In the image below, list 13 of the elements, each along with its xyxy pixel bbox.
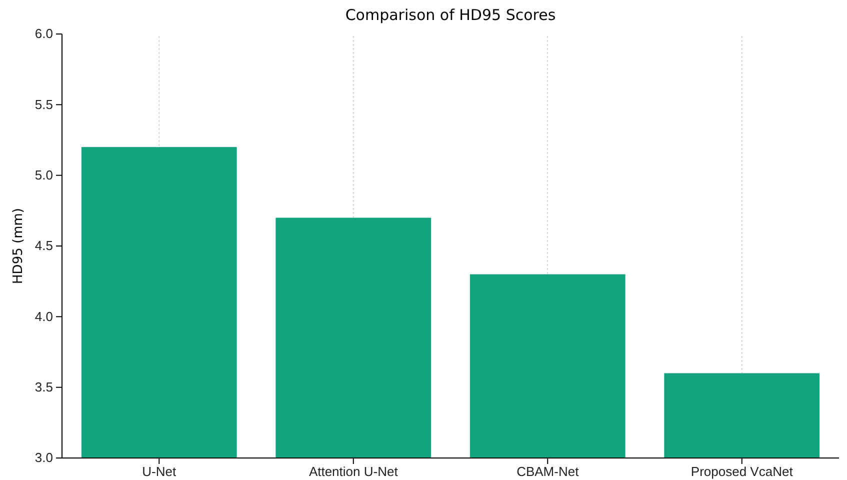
x-tick-label: CBAM-Net bbox=[516, 464, 580, 480]
y-tick-label: 6.0 bbox=[34, 26, 53, 42]
x-tick-label: Attention U-Net bbox=[308, 464, 398, 480]
y-tick-label: 3.5 bbox=[34, 379, 53, 394]
y-tick-label: 5.0 bbox=[34, 167, 53, 182]
chart-title: Comparison of HD95 Scores bbox=[345, 6, 556, 24]
y-tick-label: 5.5 bbox=[34, 96, 53, 112]
x-tick-label: U-Net bbox=[142, 464, 176, 480]
y-axis-title: HD95 (mm) bbox=[11, 208, 26, 284]
y-tick-label: 4.5 bbox=[34, 238, 53, 254]
x-tick-label: Proposed VcaNet bbox=[690, 464, 794, 480]
y-tick-label: 3.0 bbox=[34, 450, 53, 466]
y-tick-label: 4.0 bbox=[34, 308, 53, 324]
